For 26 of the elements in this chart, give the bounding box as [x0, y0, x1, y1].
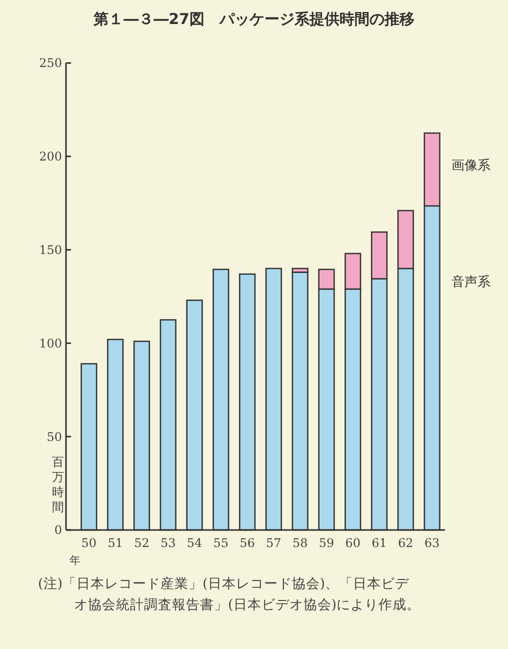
chart-title: 第１―３―27図 パッケージ系提供時間の推移 [92, 10, 414, 28]
x-tick-label: 56 [240, 536, 255, 550]
x-tick-label: 53 [160, 536, 176, 550]
x-tick-label: 60 [345, 536, 361, 550]
x-tick-label: 61 [372, 536, 387, 550]
y-tick-label: 150 [39, 243, 62, 257]
x-tick-label: 51 [108, 536, 123, 550]
y-tick-label: 50 [46, 430, 62, 444]
x-tick-label: 50 [81, 536, 97, 550]
y-tick-label: 250 [39, 56, 62, 70]
series-label: 音声系 [452, 274, 491, 290]
x-axis-title: 年 [69, 554, 80, 567]
series-label: 画像系 [452, 158, 491, 174]
y-tick-label: 100 [39, 336, 62, 350]
x-tick-label: 63 [424, 536, 440, 550]
text: (注)「日本レコード産業」(日本レコード協会)、「日本ビデオ協会統計調査報告書」(日本ビデオ協会)により作成。 [38, 576, 421, 613]
y-axis-title: 百万時間 [52, 455, 64, 514]
y-tick-label: 0 [54, 523, 62, 538]
x-tick-label: 55 [213, 536, 229, 550]
x-tick-label: 62 [398, 536, 414, 550]
x-tick-label: 52 [134, 536, 150, 550]
x-tick-label: 58 [292, 536, 308, 550]
x-tick-label: 57 [266, 536, 282, 550]
y-tick-label: 200 [39, 150, 62, 164]
x-tick-label: 59 [318, 536, 334, 550]
x-tick-label: 54 [186, 536, 203, 550]
